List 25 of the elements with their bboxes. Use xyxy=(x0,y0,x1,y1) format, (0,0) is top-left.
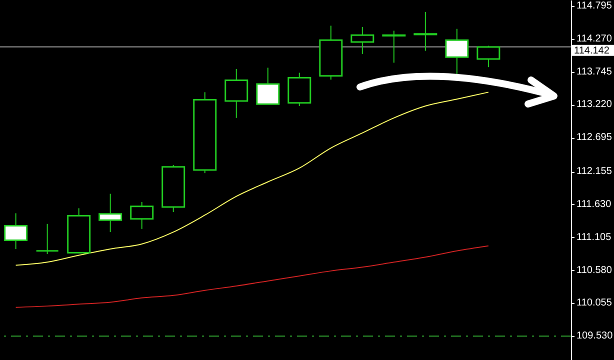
y-tick-label: 111.630 xyxy=(576,198,612,210)
candlestick xyxy=(256,67,280,105)
candlestick xyxy=(476,45,500,68)
candlestick xyxy=(36,223,60,255)
candlestick xyxy=(382,30,406,64)
y-tick-label: 110.580 xyxy=(576,264,612,276)
y-tick-label: 113.220 xyxy=(576,99,612,110)
y-tick-label: 113.745 xyxy=(576,66,612,78)
y-tick-label: 111.105 xyxy=(576,232,612,243)
candlestick xyxy=(350,26,374,54)
ref-line-label: 114.142 xyxy=(574,45,610,56)
candlestick xyxy=(445,28,469,75)
candlestick xyxy=(224,68,248,118)
line-series xyxy=(15,245,489,308)
candlestick xyxy=(130,201,154,230)
candlestick xyxy=(98,193,122,233)
y-tick-label: 114.795 xyxy=(576,0,612,12)
y-tick-label: 114.270 xyxy=(576,33,612,44)
y-tick-label: 112.155 xyxy=(576,166,612,178)
y-tick-label: 112.695 xyxy=(576,132,612,144)
candlestick xyxy=(4,212,28,250)
y-tick-label: 110.055 xyxy=(576,298,612,309)
y-tick-label: 109.530 xyxy=(576,330,614,342)
line-series xyxy=(15,92,489,266)
candlestick xyxy=(414,11,438,52)
